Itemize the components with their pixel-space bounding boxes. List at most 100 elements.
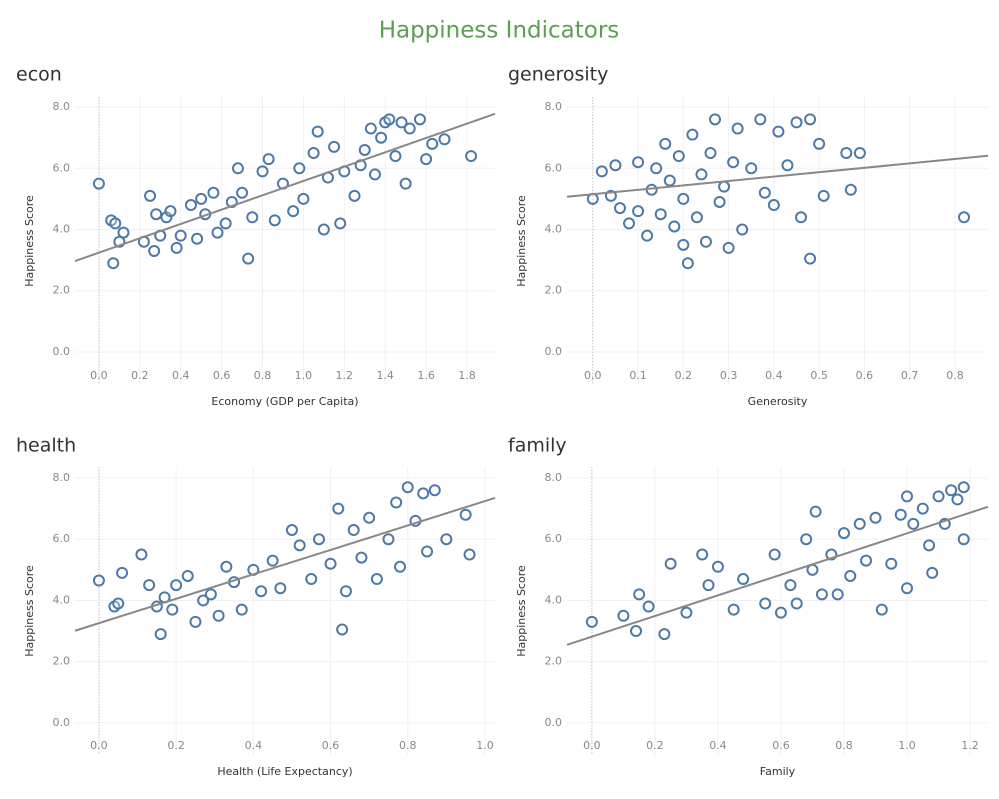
point [923, 539, 936, 552]
point [736, 223, 749, 236]
point [813, 137, 826, 150]
point [336, 623, 349, 636]
trend-line [566, 154, 989, 198]
x-axis-label: Family [760, 765, 796, 778]
point [641, 229, 654, 242]
point [438, 133, 451, 146]
y-tick-label: 0.0 [53, 716, 71, 729]
point [727, 156, 740, 169]
panel-title: generosity [508, 64, 608, 86]
point [212, 609, 225, 622]
trend-line [74, 496, 496, 632]
trend-line [74, 112, 496, 262]
point [148, 244, 161, 257]
point [901, 490, 914, 503]
point [266, 554, 279, 567]
point [768, 548, 781, 561]
x-tick-label: 0.2 [675, 369, 693, 382]
point [781, 159, 794, 172]
point [399, 177, 412, 190]
point [815, 588, 828, 601]
y-tick-label: 2.0 [545, 655, 563, 668]
x-tick-label: 0.4 [765, 369, 783, 382]
point [219, 217, 232, 230]
point [339, 585, 352, 598]
point [957, 533, 970, 546]
x-tick-label: 0.6 [213, 369, 231, 382]
point [235, 603, 248, 616]
point [853, 517, 866, 530]
point [92, 177, 105, 190]
x-tick-label: 0.2 [646, 739, 664, 752]
point [901, 582, 914, 595]
point [774, 606, 787, 619]
point [718, 180, 731, 193]
y-tick-label: 4.0 [53, 593, 71, 606]
point [154, 628, 167, 641]
point [837, 527, 850, 540]
point [293, 162, 306, 175]
point [242, 252, 255, 265]
point [731, 122, 744, 135]
point [804, 252, 817, 265]
point [663, 174, 676, 187]
point [197, 594, 210, 607]
x-tick-label: 1.0 [295, 369, 313, 382]
point [246, 211, 259, 224]
point [109, 217, 122, 230]
point [894, 508, 907, 521]
x-tick-label: 0.0 [584, 369, 602, 382]
point [945, 484, 958, 497]
x-axis-label: Generosity [748, 395, 808, 408]
x-tick-label: 0.3 [720, 369, 738, 382]
point [642, 600, 655, 613]
point [231, 162, 244, 175]
point [220, 560, 233, 573]
point [355, 551, 368, 564]
point [907, 517, 920, 530]
point [358, 143, 371, 156]
point [759, 597, 772, 610]
x-axis-label: Health (Life Expectancy) [217, 765, 352, 778]
point [659, 137, 672, 150]
point [800, 533, 813, 546]
point [117, 226, 130, 239]
point [617, 609, 630, 622]
y-tick-label: 6.0 [545, 532, 563, 545]
point [428, 484, 441, 497]
point [293, 539, 306, 552]
trend-line [566, 505, 989, 646]
x-tick-label: 0.1 [629, 369, 647, 382]
point [885, 557, 898, 570]
point [677, 192, 690, 205]
point [181, 569, 194, 582]
point [420, 153, 433, 166]
point [664, 557, 677, 570]
x-tick-label: 1.0 [898, 739, 916, 752]
point [204, 588, 217, 601]
y-axis-label: Happiness Score [515, 565, 528, 657]
panel-title: econ [16, 64, 62, 86]
point [860, 554, 873, 567]
point [287, 205, 300, 218]
point [633, 588, 646, 601]
point [236, 186, 249, 199]
x-tick-label: 0.0 [90, 369, 108, 382]
point [609, 159, 622, 172]
point [413, 113, 426, 126]
point [312, 533, 325, 546]
point [745, 162, 758, 175]
point [709, 113, 722, 126]
x-tick-label: 1.2 [336, 369, 354, 382]
point [144, 189, 157, 202]
point [844, 569, 857, 582]
x-tick-label: 0.8 [835, 739, 853, 752]
point [463, 548, 476, 561]
point [285, 524, 298, 537]
y-tick-label: 6.0 [53, 532, 71, 545]
point [370, 573, 383, 586]
point [727, 603, 740, 616]
point [784, 579, 797, 592]
point [116, 566, 129, 579]
point [875, 603, 888, 616]
